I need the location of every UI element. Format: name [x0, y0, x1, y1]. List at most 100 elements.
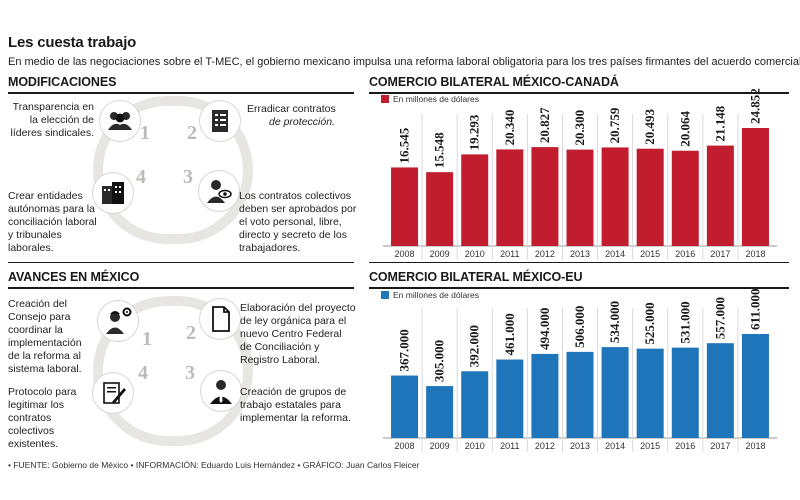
eu-chart-title: COMERCIO BILATERAL MÉXICO-EU [369, 270, 583, 284]
canada-tick-label-2008: 2008 [395, 249, 415, 259]
eu-chart-top-rule [369, 262, 789, 263]
canada-legend-swatch [381, 95, 389, 103]
canada-bar-2018 [741, 128, 769, 246]
canada-tick-label-2015: 2015 [640, 249, 660, 259]
av-number-4: 4 [138, 362, 148, 384]
eu-value-label-2012: 494.000 [537, 308, 552, 350]
canada-tick-label-2013: 2013 [570, 249, 590, 259]
eu-bar-2009 [426, 386, 454, 438]
eu-bar-2016 [671, 347, 699, 438]
canada-bar-2012 [531, 147, 559, 246]
avances-rule [8, 287, 354, 289]
footer-credits: • FUENTE: Gobierno de México • INFORMACI… [8, 460, 420, 470]
eu-tick-label-2010: 2010 [465, 441, 485, 451]
eu-bar-2010 [461, 371, 489, 438]
eu-value-label-2008: 367.000 [397, 329, 412, 371]
canada-bar-2008 [391, 167, 419, 246]
mod-item-2-italic: de protección. [269, 116, 335, 128]
checklist-icon [199, 100, 241, 142]
canada-value-label-2013: 20.300 [572, 110, 587, 146]
eu-tick-label-2013: 2013 [570, 441, 590, 451]
av-number-2: 2 [186, 322, 196, 344]
mod-number-4: 4 [136, 166, 146, 188]
avances-heading: AVANCES EN MÉXICO [8, 270, 140, 284]
canada-value-label-2009: 15.548 [432, 132, 447, 168]
page-title: Les cuesta trabajo [8, 34, 137, 51]
eu-value-label-2010: 392.000 [467, 325, 482, 367]
eu-tick-label-2014: 2014 [605, 441, 625, 451]
canada-bar-2009 [426, 172, 454, 246]
canada-chart-title: COMERCIO BILATERAL MÉXICO-CANADÁ [369, 75, 619, 89]
page-subtitle: En medio de las negociaciones sobre el T… [8, 56, 800, 68]
canada-value-label-2011: 20.340 [502, 110, 517, 146]
eu-value-label-2011: 461.000 [502, 313, 517, 355]
canada-bar-2013 [566, 149, 594, 246]
avances-ring [93, 296, 253, 446]
canada-bar-chart: 16.545 2008 15.548 2009 19.293 2010 20.340 2011… [383, 88, 777, 260]
eu-tick-label-2016: 2016 [675, 441, 695, 451]
mod-item-2-main: Erradicar contratos [247, 103, 336, 115]
eu-value-label-2009: 305.000 [432, 340, 447, 382]
eu-bar-2018 [741, 334, 769, 438]
eu-tick-label-2011: 2011 [500, 441, 519, 451]
eu-tick-label-2008: 2008 [395, 441, 415, 451]
av-item-4-text: Protocolo para legitimar los contratos c… [8, 386, 77, 450]
canada-tick-label-2010: 2010 [465, 249, 485, 259]
mod-item-3-text: Los contratos colectivos deben ser aprob… [239, 190, 357, 254]
canada-value-label-2012: 20.827 [537, 107, 552, 143]
canada-bar-2010 [461, 154, 489, 246]
eu-value-label-2014: 534.000 [607, 301, 622, 343]
modificaciones-heading: MODIFICACIONES [8, 75, 117, 89]
canada-value-label-2014: 20.759 [607, 107, 622, 143]
canada-value-label-2008: 16.545 [397, 127, 412, 163]
eu-bar-2017 [706, 343, 734, 438]
eu-bar-2008 [391, 375, 419, 438]
eu-tick-label-2018: 2018 [745, 441, 765, 451]
eu-value-label-2017: 557.000 [712, 297, 727, 339]
av-number-1: 1 [142, 328, 152, 350]
mod-number-1: 1 [140, 122, 150, 144]
mod-item-2-text: Erradicar contratos de protección. [247, 103, 352, 129]
eu-legend-text: En millones de dólares [393, 290, 479, 300]
canada-tick-label-2017: 2017 [710, 249, 730, 259]
canada-value-label-2010: 19.293 [467, 114, 482, 150]
canada-tick-label-2016: 2016 [675, 249, 695, 259]
eu-tick-label-2012: 2012 [535, 441, 555, 451]
mod-item-4-text: Crear entidades autónomas para la concil… [8, 190, 97, 254]
eye-person-icon [198, 170, 240, 212]
canada-tick-label-2018: 2018 [745, 249, 765, 259]
eu-bar-chart: 367.000 2008 305.000 2009 392.000 2010 461.000… [383, 288, 777, 452]
canada-tick-label-2009: 2009 [430, 249, 450, 259]
people-icon [99, 100, 141, 142]
eu-tick-label-2009: 2009 [430, 441, 450, 451]
canada-tick-label-2012: 2012 [535, 249, 555, 259]
eu-tick-label-2017: 2017 [710, 441, 730, 451]
av-item-3-text: Creación de grupos de trabajo estatales … [240, 386, 351, 424]
signing-icon [92, 372, 134, 414]
av-item-1-text: Creación del Consejo para coordinar la i… [8, 298, 82, 375]
av-item-2-text: Elaboración del proyecto de ley orgánica… [240, 302, 356, 366]
mod-number-3: 3 [183, 166, 193, 188]
canada-bar-2017 [706, 145, 734, 246]
canada-bar-2016 [671, 150, 699, 246]
canada-value-label-2017: 21.148 [712, 105, 727, 141]
eu-bar-2012 [531, 353, 559, 438]
canada-value-label-2018: 24.852 [747, 88, 762, 124]
mod-item-1-text: Transparencia en la elección de líderes … [10, 101, 94, 139]
eu-chart-rule [369, 287, 789, 289]
eu-bar-2015 [636, 348, 664, 438]
worker-gear-icon [97, 300, 139, 342]
avances-top-rule [8, 262, 354, 263]
canada-value-label-2015: 20.493 [642, 108, 657, 144]
canada-chart-rule [369, 92, 789, 94]
mod-number-2: 2 [187, 122, 197, 144]
canada-legend-text: En millones de dólares [393, 94, 479, 104]
canada-bar-2011 [496, 149, 524, 246]
canada-bar-2014 [601, 147, 629, 246]
modificaciones-ring [93, 96, 253, 244]
eu-value-label-2015: 525.000 [642, 302, 657, 344]
eu-value-label-2018: 611.000 [747, 288, 762, 330]
eu-value-label-2016: 531.000 [677, 301, 692, 343]
document-icon [199, 298, 241, 340]
eu-value-label-2013: 506.000 [572, 306, 587, 348]
